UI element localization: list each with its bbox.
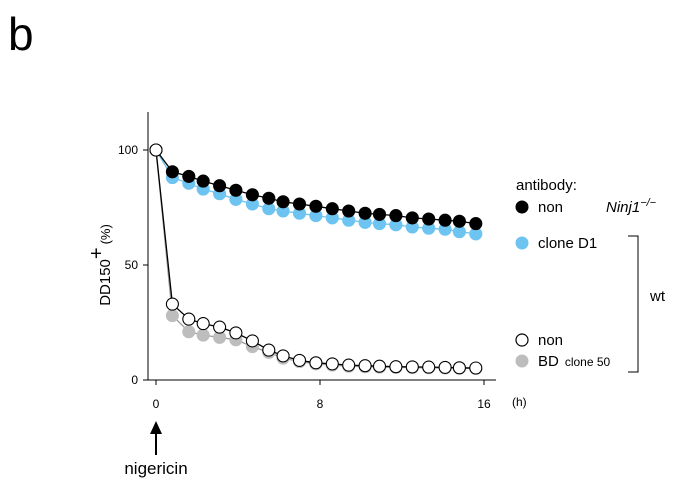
series-3-point-10 (309, 356, 323, 370)
series-2-point-6 (245, 188, 259, 202)
series-3-point-20 (469, 361, 483, 375)
legend: antibody: non Ninj1−/− clone D1 non BD cl… (515, 177, 666, 373)
axes: 100 50 0 0 8 16 (h) (118, 112, 527, 411)
series-3-point-18 (438, 360, 452, 374)
series-3-point-12 (342, 358, 356, 372)
series-2-point-8 (276, 195, 290, 209)
series-3 (149, 143, 483, 375)
y-tick-label-0: 0 (131, 373, 138, 387)
series-2-point-14 (372, 207, 387, 221)
series-0-point-3 (196, 328, 210, 342)
wt-group-label: wt (649, 288, 666, 305)
genotype-superscript: −/− (640, 197, 656, 209)
legend-label-bd-main: BD (538, 353, 559, 370)
series-3-point-19 (452, 361, 466, 375)
x-tick-label-16: 16 (477, 397, 491, 411)
series-3-point-15 (389, 360, 403, 374)
series-3-point-4 (213, 320, 227, 334)
series-3-point-9 (292, 353, 307, 367)
legend-label-bd: BD clone 50 (538, 353, 611, 370)
legend-title: antibody: (516, 177, 577, 194)
series-3-point-11 (325, 357, 339, 371)
series-2-point-9 (292, 197, 307, 211)
series-2 (149, 143, 483, 231)
legend-label-clone-d1: clone D1 (538, 235, 597, 252)
series-2-point-12 (342, 204, 356, 218)
series-3-point-3 (196, 317, 210, 331)
series-2-point-4 (213, 179, 227, 193)
series-2-point-15 (389, 209, 403, 223)
series-2-point-10 (309, 199, 323, 213)
nigericin-arrowhead (150, 421, 162, 434)
x-axis-unit: (h) (512, 395, 527, 409)
series-2-point-5 (229, 183, 243, 197)
wt-bracket (628, 235, 639, 373)
series-0-point-2 (182, 325, 196, 339)
y-axis-title-unit: (%) (98, 224, 113, 244)
y-axis-title-main: DD150 (97, 259, 114, 306)
series-3-point-6 (245, 334, 259, 348)
legend-label-bd-sub: clone 50 (565, 355, 611, 369)
series-2-point-11 (325, 202, 339, 216)
genotype-name: Ninj1 (606, 199, 640, 216)
legend-label-non-wt: non (538, 332, 563, 349)
genotype-label: Ninj1−/− (606, 197, 657, 216)
series-0-point-1 (165, 309, 179, 323)
series-3-point-5 (229, 326, 243, 340)
legend-marker-clone-d1 (515, 236, 529, 250)
nigericin-label: nigericin (124, 459, 187, 478)
series-2-point-20 (469, 217, 483, 231)
y-axis-title-sup: + (86, 247, 108, 259)
series-1 (149, 143, 483, 241)
series-3-point-14 (372, 359, 387, 373)
series-3-point-2 (182, 312, 196, 326)
legend-marker-non-ninj1 (515, 200, 529, 214)
series-3-point-16 (405, 360, 419, 374)
series-2-point-16 (405, 211, 419, 225)
series-3-point-17 (422, 360, 436, 374)
y-axis-title: DD150+ (%) (86, 224, 114, 306)
series-3-point-1 (165, 297, 179, 311)
series-2-point-3 (196, 174, 210, 188)
plot-area (149, 143, 483, 376)
series-3-point-8 (276, 349, 290, 363)
x-tick-label-8: 8 (317, 397, 324, 411)
legend-marker-bd-clone50 (515, 354, 529, 368)
series-3-point-7 (262, 343, 276, 357)
nigericin-annotation: nigericin (124, 421, 188, 478)
series-2-point-13 (358, 206, 372, 220)
series-2-point-18 (438, 213, 452, 227)
legend-marker-non-wt (515, 333, 529, 347)
y-tick-label-100: 100 (118, 143, 138, 157)
series-3-point-0 (149, 143, 163, 157)
series-2-point-17 (422, 212, 436, 226)
series-2-point-19 (452, 214, 466, 228)
series-2-point-7 (262, 191, 276, 205)
y-tick-label-50: 50 (125, 258, 139, 272)
panel-label: b (8, 8, 34, 60)
legend-label-non-ninj1: non (538, 199, 563, 216)
series-3-point-13 (358, 359, 372, 373)
x-tick-label-0: 0 (153, 397, 160, 411)
series-2-point-1 (165, 165, 179, 179)
series-2-point-2 (182, 169, 196, 183)
